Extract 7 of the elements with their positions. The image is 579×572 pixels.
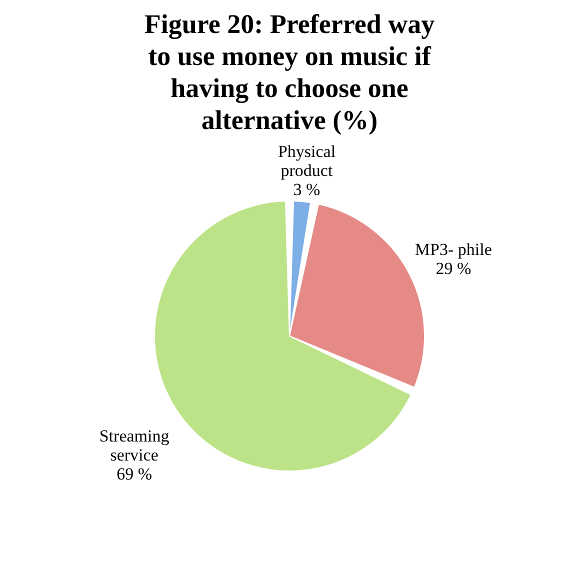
chart-title: Figure 20: Preferred way to use money on music if having to choose one alternative (%) xyxy=(144,8,436,135)
data-label: 29 % xyxy=(436,259,472,278)
slice-label: MP3- phile xyxy=(414,240,492,260)
slice-label: Streaming service xyxy=(99,426,170,465)
data-label: 3 % xyxy=(293,180,320,199)
slice-label: Physical product xyxy=(278,142,336,180)
data-label: 69 % xyxy=(116,464,152,484)
